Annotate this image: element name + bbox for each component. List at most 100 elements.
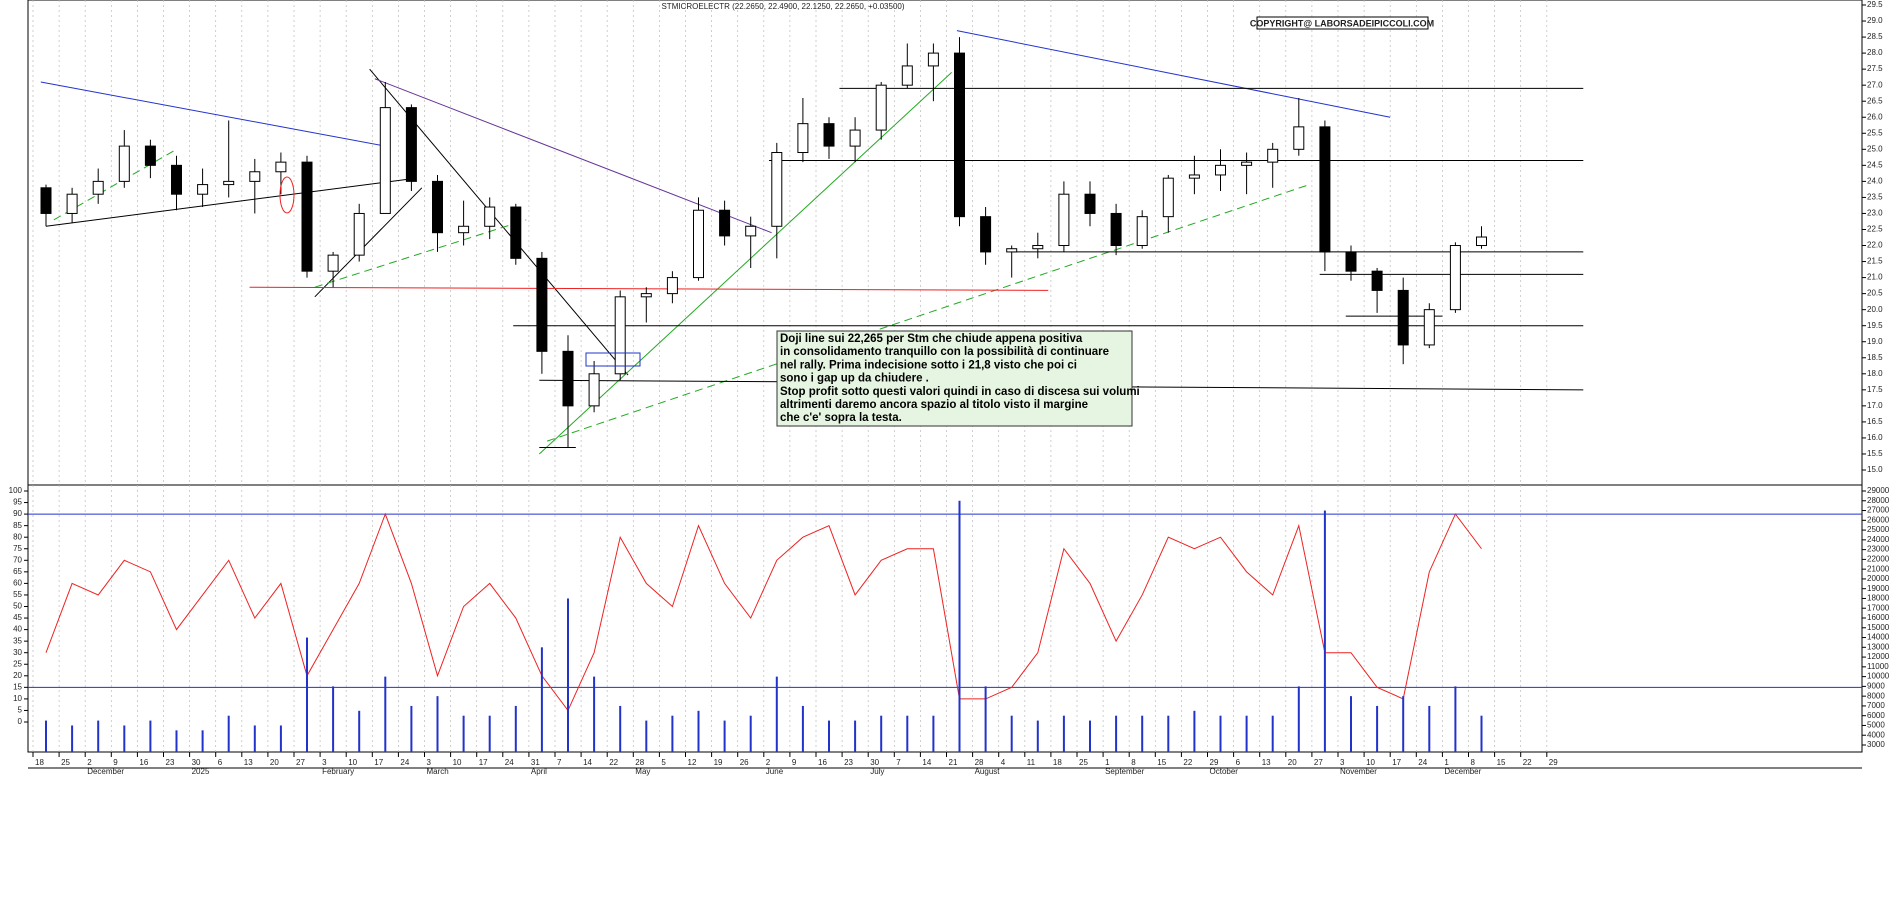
volume-bar	[306, 637, 308, 752]
x-tick-label: 15	[1497, 758, 1506, 767]
month-label: February	[322, 767, 354, 776]
candle-body	[719, 209, 731, 237]
candle-body	[1006, 248, 1018, 253]
x-tick-label: 1	[1105, 758, 1110, 767]
y-tick-label: 18.0	[1867, 369, 1883, 378]
candle-body	[223, 180, 235, 186]
month-label: June	[766, 767, 784, 776]
x-tick-label: 6	[218, 758, 223, 767]
copyright-box	[1256, 16, 1429, 30]
trend-line	[249, 286, 1049, 291]
y-tick-label: 25.0	[1867, 144, 1883, 153]
volume-bar	[123, 725, 126, 752]
candle-body	[745, 225, 757, 237]
y-tick-label: 8000	[1867, 691, 1885, 700]
volume-bar	[1428, 705, 1431, 752]
volume-bar	[462, 715, 465, 752]
month-label: November	[1340, 767, 1377, 776]
y-tick-label: 26.5	[1867, 96, 1883, 105]
y-tick-label: 24.5	[1867, 160, 1883, 169]
candle-body	[1397, 289, 1409, 346]
y-tick-label: 29.5	[1867, 0, 1883, 9]
y-tick-label: 50	[13, 602, 22, 611]
x-tick-label: 27	[296, 758, 305, 767]
y-tick-label: 35	[13, 636, 22, 645]
candle-body	[40, 187, 52, 214]
y-tick-label: 15.5	[1867, 449, 1883, 458]
candle-body	[249, 171, 261, 182]
x-tick-label: 10	[453, 758, 462, 767]
candle-body	[640, 293, 652, 298]
y-tick-label: 28000	[1867, 496, 1890, 505]
trend-line	[538, 71, 953, 455]
x-tick-label: 2	[766, 758, 771, 767]
x-tick-label: 24	[400, 758, 409, 767]
x-tick-label: 24	[505, 758, 514, 767]
trend-line	[45, 177, 417, 227]
y-tick-label: 29000	[1867, 486, 1890, 495]
annotation-line: Stop profit sotto questi valori quindi i…	[780, 386, 1140, 398]
volume-bar	[436, 696, 439, 752]
y-tick-label: 80	[13, 532, 22, 541]
y-tick-label: 16.5	[1867, 417, 1883, 426]
y-tick-label: 15	[13, 682, 22, 691]
y-tick-label: 3000	[1867, 740, 1885, 749]
x-tick-label: 25	[61, 758, 70, 767]
y-tick-label: 26000	[1867, 515, 1890, 524]
volume-bar	[1089, 720, 1091, 752]
trend-line	[374, 78, 772, 234]
candle-body	[1476, 236, 1487, 247]
x-tick-label: 3	[322, 758, 327, 767]
x-tick-label: 25	[1079, 758, 1088, 767]
marks-layer	[28, 30, 1862, 752]
candle-body	[144, 145, 156, 166]
y-tick-label: 85	[13, 521, 22, 530]
volume-bar	[45, 720, 47, 752]
candle-body	[1162, 177, 1174, 218]
y-tick-label: 55	[13, 590, 22, 599]
x-tick-label: 3	[427, 758, 432, 767]
candle-body	[353, 212, 365, 256]
candle-body	[771, 152, 783, 227]
volume-bar	[645, 720, 648, 752]
y-tick-label: 11000	[1867, 662, 1889, 671]
volume-bar	[1115, 715, 1118, 752]
y-tick-label: 6000	[1867, 711, 1885, 720]
candle-body	[1345, 251, 1357, 272]
y-tick-label: 19.0	[1867, 337, 1883, 346]
trend-line	[1089, 386, 1584, 391]
trend-line	[546, 184, 1310, 442]
candle-body	[614, 296, 626, 375]
month-label: December	[87, 767, 124, 776]
y-tick-label: 29.0	[1867, 16, 1883, 25]
candle-body	[1267, 148, 1279, 163]
candle-body	[980, 216, 992, 253]
x-tick-label: 28	[975, 758, 984, 767]
annotation-line: altrimenti daremo ancora spazio al titol…	[780, 399, 1088, 411]
volume-bar	[880, 715, 883, 752]
candle-body	[823, 123, 835, 147]
highlight-ellipse	[279, 176, 295, 214]
volume-bar	[227, 715, 230, 752]
trend-line	[956, 30, 1391, 118]
y-tick-label: 28.0	[1867, 48, 1883, 57]
volume-bar	[410, 705, 413, 752]
y-tick-label: 13000	[1867, 642, 1890, 651]
x-tick-label: 22	[1523, 758, 1532, 767]
candle-body	[1136, 216, 1148, 247]
x-tick-label: 29	[1210, 758, 1219, 767]
candle-body	[92, 180, 104, 195]
volume-bar	[671, 715, 674, 752]
volume-bar	[1141, 715, 1144, 752]
annotation-line: Doji line sui 22,265 per Stm che chiude …	[780, 333, 1083, 345]
volume-bar	[775, 676, 778, 752]
annotation-line: nel rally. Prima indecisione sotto i 21,…	[780, 359, 1077, 371]
x-tick-label: 18	[35, 758, 44, 767]
month-label: April	[531, 767, 547, 776]
candle-body	[327, 254, 339, 272]
candle-body	[1084, 193, 1096, 214]
plot-frame	[27, 0, 1863, 753]
volume-bar	[984, 686, 987, 752]
candle-body	[875, 84, 887, 131]
